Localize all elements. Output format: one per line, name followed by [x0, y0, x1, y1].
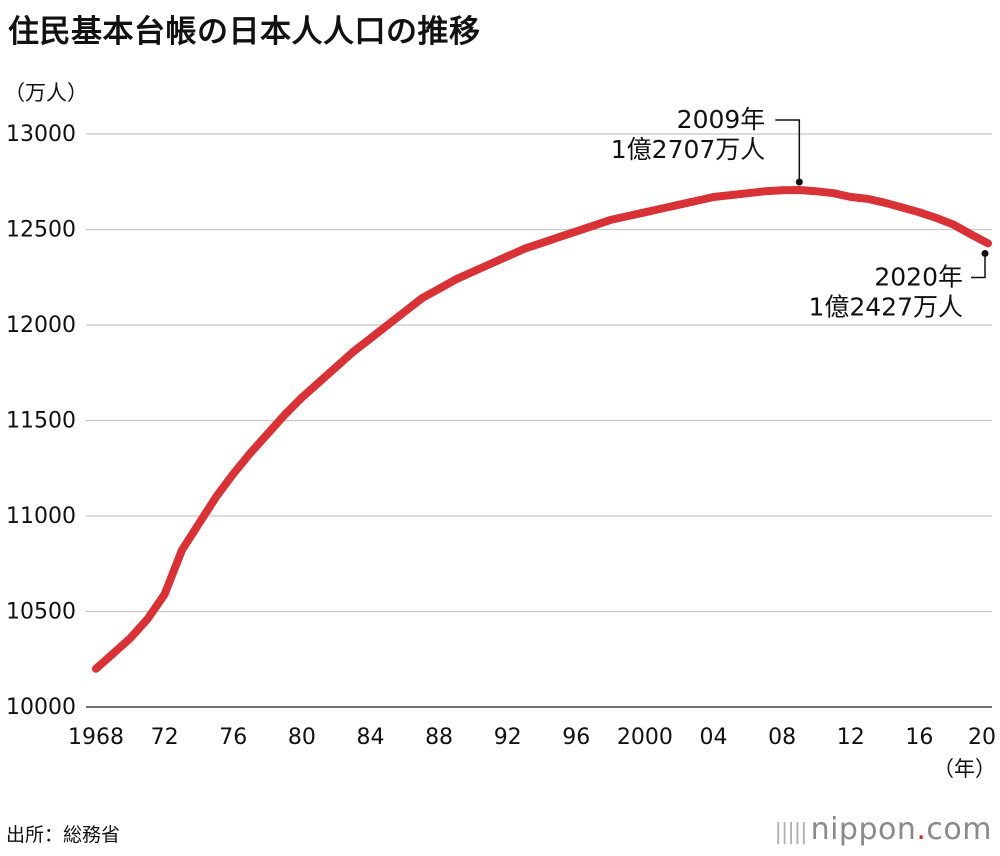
peak-leader-line — [775, 119, 801, 182]
brand-bars-icon: ||||| — [774, 820, 808, 845]
x-tick-label-20: 20 — [968, 725, 996, 750]
y-tick-label-10500: 10500 — [6, 600, 76, 625]
x-tick-label-04: 04 — [700, 725, 728, 750]
x-tick-label-92: 92 — [494, 725, 522, 750]
source-note: 出所：総務省 — [6, 824, 121, 846]
brand-dot: . — [916, 812, 927, 847]
peak-year-label: 2009年 — [677, 105, 766, 134]
x-tick-label-84: 84 — [356, 725, 384, 750]
y-tick-label-12500: 12500 — [6, 218, 76, 243]
peak-value-label: 1億2707万人 — [611, 135, 766, 164]
x-tick-label-12: 12 — [837, 725, 865, 750]
x-tick-label-08: 08 — [768, 725, 796, 750]
y-tick-label-12000: 12000 — [6, 313, 76, 338]
x-tick-label-80: 80 — [288, 725, 316, 750]
brand-name-part1: nippon — [810, 812, 917, 847]
x-tick-label-16: 16 — [905, 725, 933, 750]
x-axis-label: （年） — [933, 757, 996, 781]
population-line-chart: 13000 12500 12000 11500 11000 10500 10000 （万人）… — [4, 81, 996, 781]
y-tick-label-13000: 13000 — [6, 122, 76, 147]
x-tick-label-2000: 2000 — [617, 725, 673, 750]
latest-value-label: 1億2427万人 — [808, 292, 963, 321]
chart-title: 住民基本台帳の日本人人口の推移 — [8, 14, 481, 50]
latest-leader-line — [971, 253, 986, 279]
y-axis-label: （万人） — [4, 81, 88, 105]
x-tick-label-72: 72 — [151, 725, 179, 750]
x-tick-label-1968: 1968 — [68, 725, 124, 750]
y-tick-label-11500: 11500 — [6, 409, 76, 434]
y-tick-label-11000: 11000 — [6, 504, 76, 529]
y-tick-label-10000: 10000 — [6, 695, 76, 720]
population-series-line — [92, 186, 992, 673]
x-tick-label-96: 96 — [562, 725, 590, 750]
y-axis-ticks: 13000 12500 12000 11500 11000 10500 10000 — [6, 122, 76, 720]
grid-lines — [86, 133, 992, 708]
brand-name-part2: com — [926, 812, 992, 847]
brand-logo[interactable]: ||||| nippon.com — [775, 812, 993, 847]
x-tick-label-76: 76 — [219, 725, 247, 750]
x-tick-label-88: 88 — [425, 725, 453, 750]
latest-year-label: 2020年 — [874, 262, 963, 291]
x-axis-ticks: 1968 72 76 80 84 88 92 96 2000 04 08 12 16 20 — [68, 725, 996, 750]
